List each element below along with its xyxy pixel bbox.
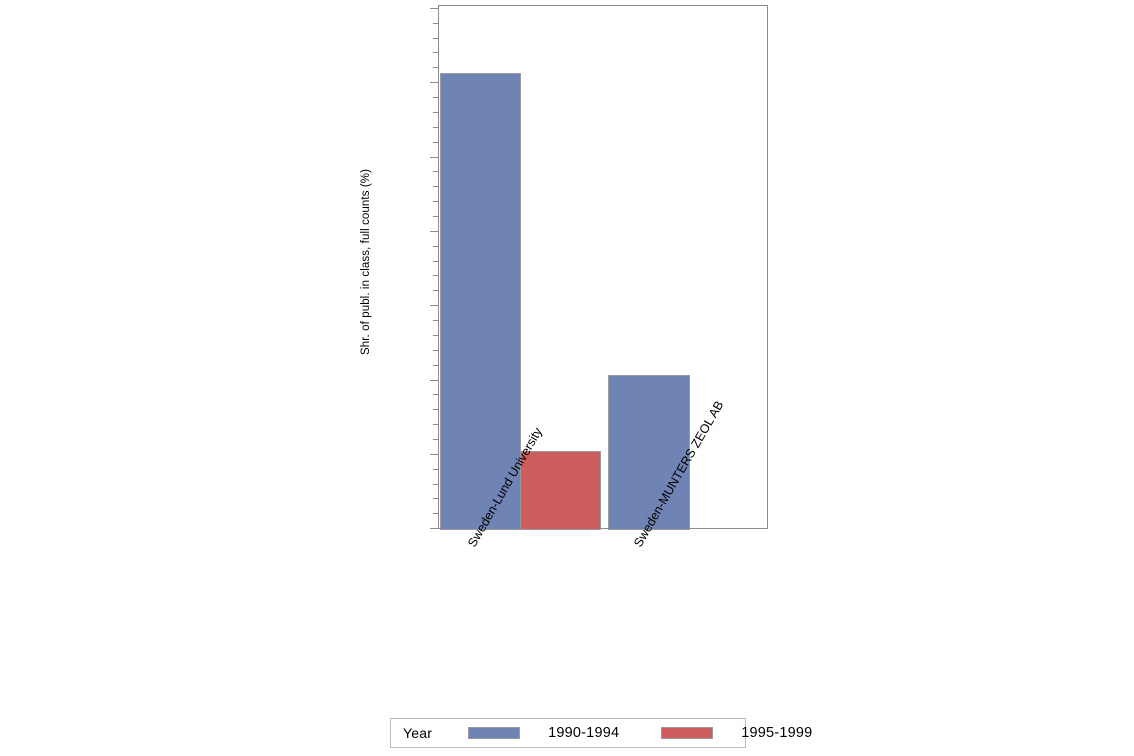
y-tick-4 <box>430 231 438 232</box>
y-axis-title: Shr. of publ. in class, full counts (%) <box>352 128 380 396</box>
y-tick-minor <box>433 38 438 39</box>
y-tick-0 <box>430 528 438 529</box>
y-tick-minor <box>433 320 438 321</box>
y-tick-minor <box>433 350 438 351</box>
y-tick-3 <box>430 305 438 306</box>
bar-sweden-munters-zeol-ab-1990-1994 <box>608 375 690 530</box>
legend-title: Year <box>403 725 433 741</box>
y-tick-minor <box>433 261 438 262</box>
y-axis-title-text: Shr. of publ. in class, full counts (%) <box>360 168 373 356</box>
y-tick-minor <box>433 275 438 276</box>
y-tick-minor <box>433 513 438 514</box>
bar-sweden-lund-university-1990-1994 <box>440 73 521 530</box>
y-tick-minor <box>433 409 438 410</box>
chart-legend: Year 1990-1994 1995-1999 <box>390 718 812 748</box>
y-tick-minor <box>433 97 438 98</box>
y-tick-minor <box>433 127 438 128</box>
y-tick-minor <box>433 246 438 247</box>
y-tick-1 <box>430 454 438 455</box>
y-tick-minor <box>433 290 438 291</box>
legend-entry-1990-1994: 1990-1994 <box>468 725 619 741</box>
y-tick-7 <box>430 8 438 9</box>
y-tick-minor <box>433 171 438 172</box>
y-tick-minor <box>433 186 438 187</box>
y-tick-minor <box>433 469 438 470</box>
y-tick-6 <box>430 82 438 83</box>
y-tick-5 <box>430 157 438 158</box>
y-tick-minor <box>433 67 438 68</box>
y-tick-minor <box>433 52 438 53</box>
y-tick-minor <box>433 439 438 440</box>
legend-entry-1995-1999: 1995-1999 <box>661 725 812 741</box>
legend-swatch-1995-1999 <box>661 727 714 739</box>
y-tick-minor <box>433 23 438 24</box>
y-tick-2 <box>430 380 438 381</box>
legend-label-1995-1999: 1995-1999 <box>741 725 813 741</box>
y-tick-minor <box>433 201 438 202</box>
y-tick-minor <box>433 424 438 425</box>
bar-sweden-lund-university-1995-1999 <box>520 451 601 530</box>
y-tick-minor <box>433 498 438 499</box>
legend-swatch-1990-1994 <box>468 727 521 739</box>
y-tick-minor <box>433 484 438 485</box>
y-axis: 7.0 6.0 5.0 4.0 3.0 2.0 1.0 0.0 <box>0 0 438 756</box>
y-tick-minor <box>433 365 438 366</box>
y-tick-minor <box>433 112 438 113</box>
y-tick-minor <box>433 335 438 336</box>
y-tick-minor <box>433 394 438 395</box>
y-tick-minor <box>433 216 438 217</box>
y-tick-minor <box>433 142 438 143</box>
legend-label-1990-1994: 1990-1994 <box>548 725 620 741</box>
